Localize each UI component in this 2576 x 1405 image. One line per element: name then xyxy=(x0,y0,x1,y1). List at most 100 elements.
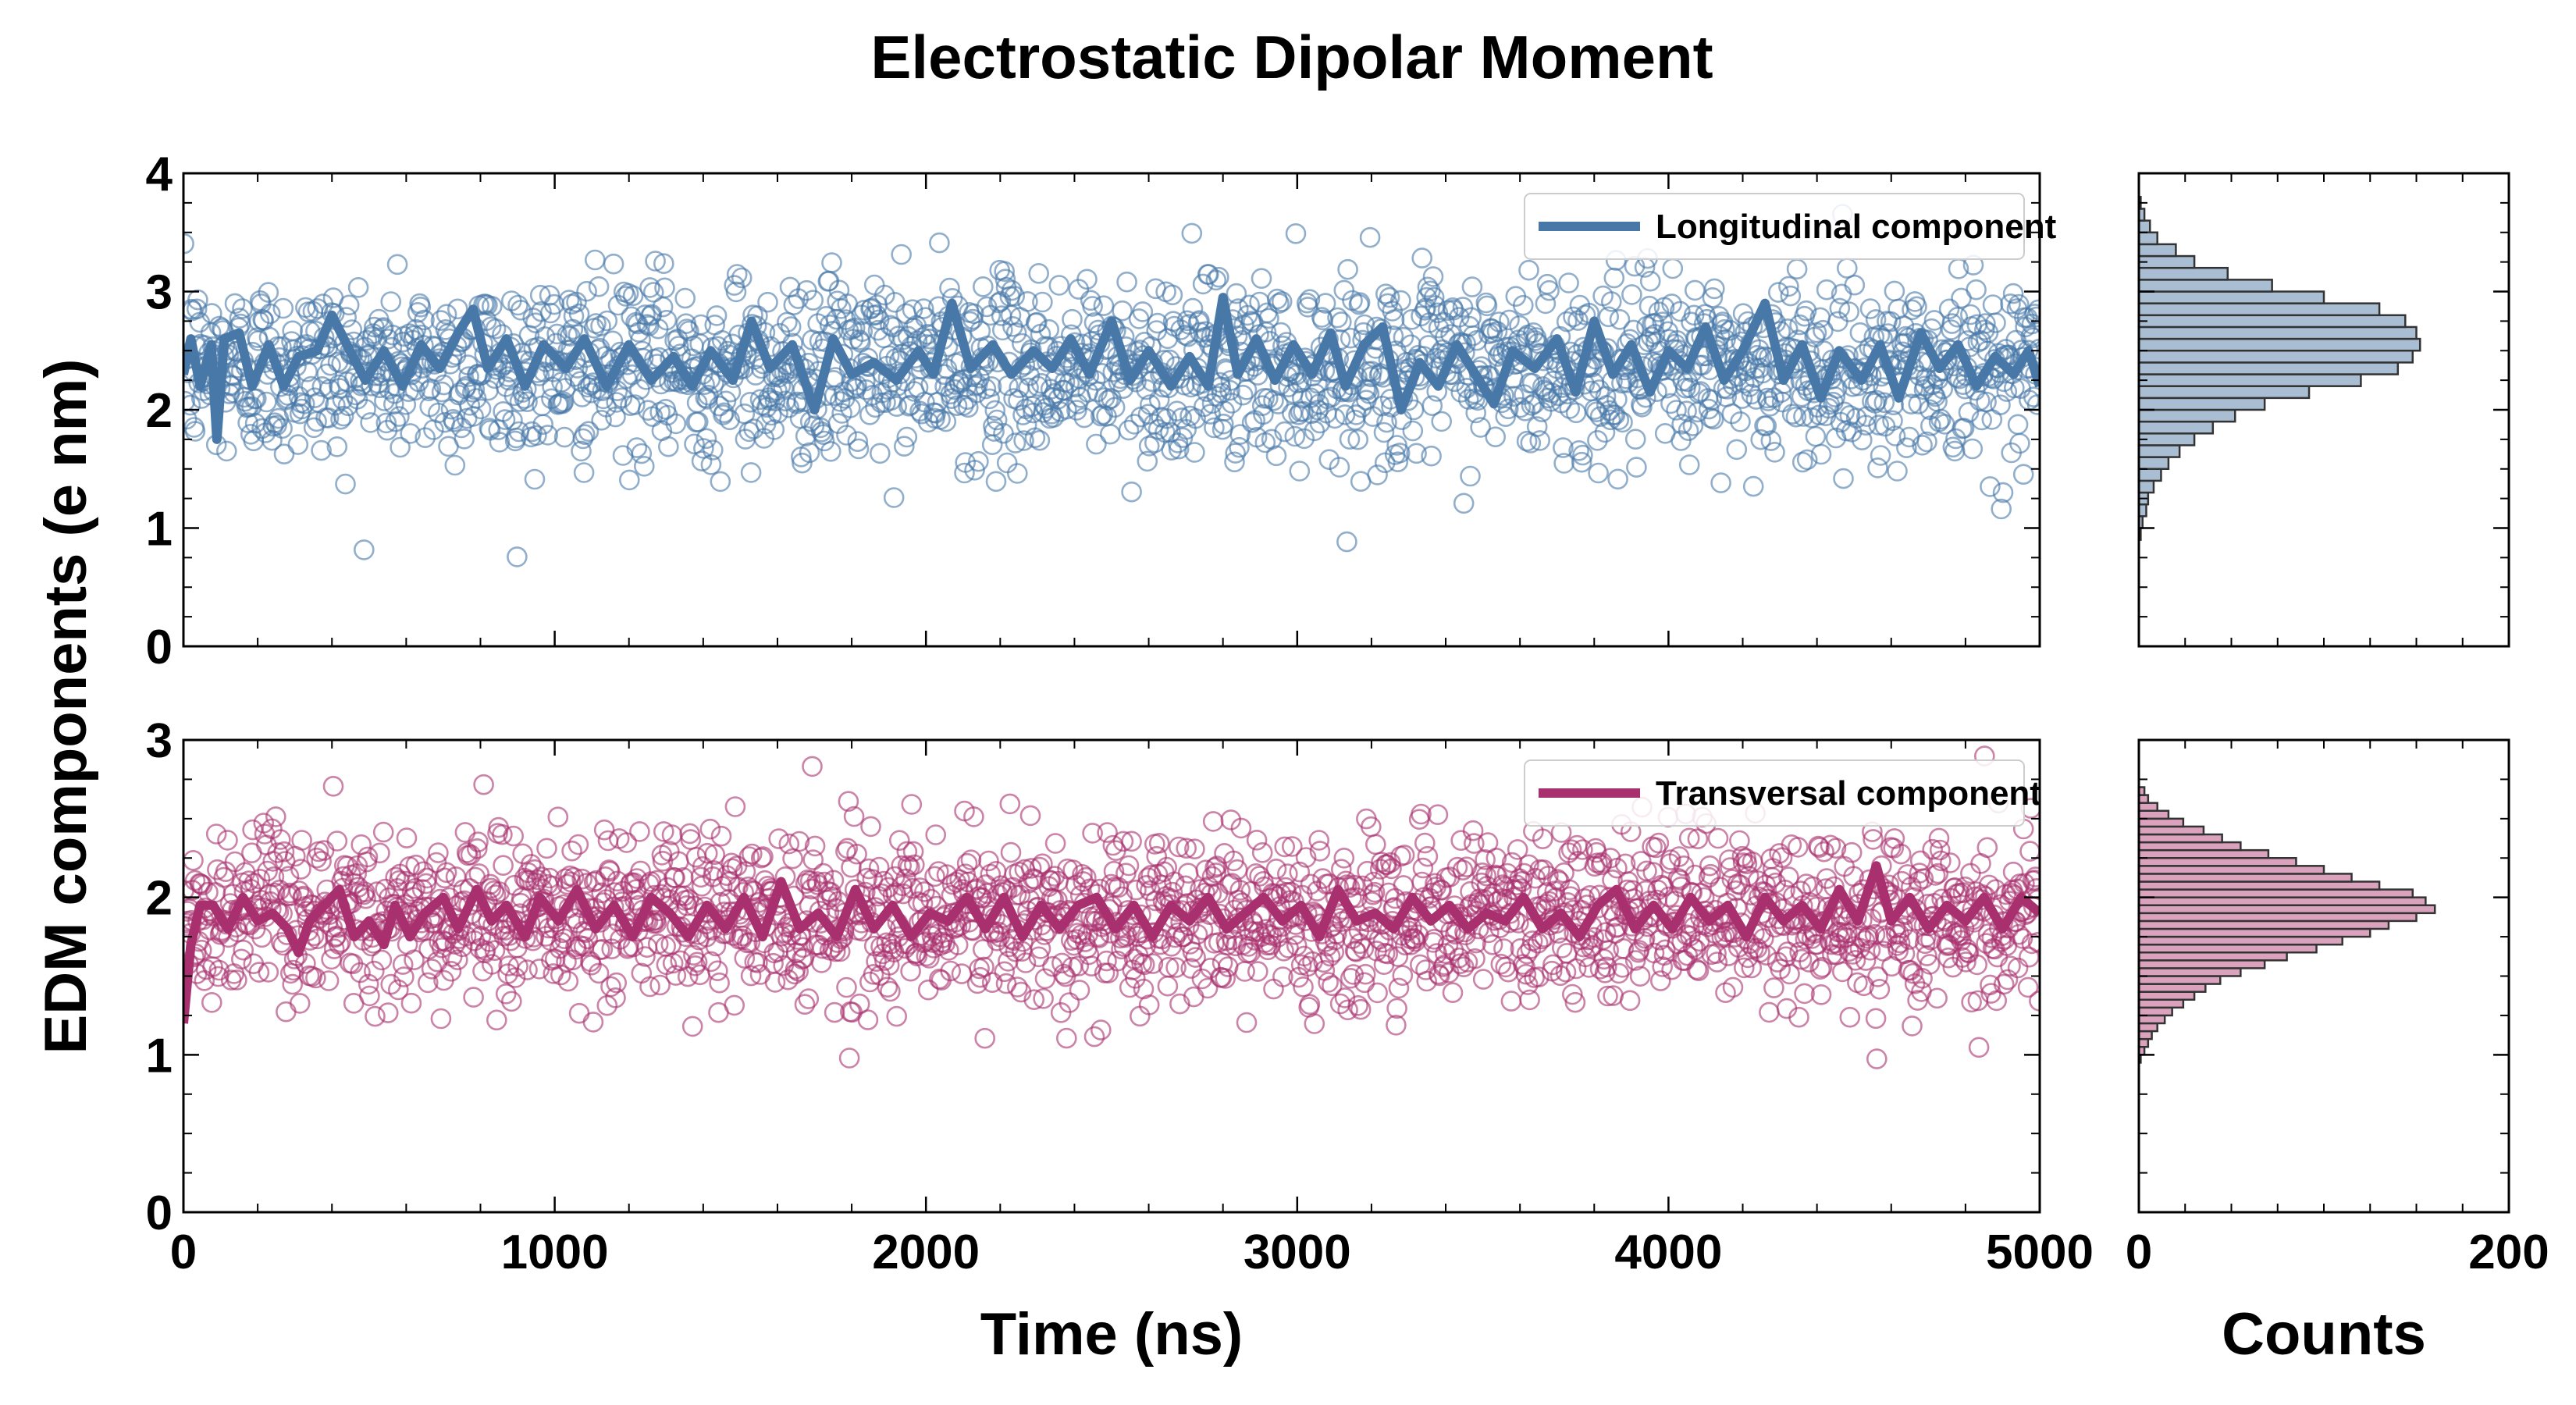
longitudinal-scatter-point xyxy=(1626,457,1647,478)
transversal-scatter-point xyxy=(404,949,425,970)
longitudinal-scatter-point xyxy=(725,281,747,303)
longitudinal-scatter-point xyxy=(653,253,674,275)
longitudinal-scatter-point xyxy=(657,436,679,457)
longitudinal-scatter-point xyxy=(470,398,492,420)
transversal-scatter-point xyxy=(1354,972,1375,994)
longitudinal-scatter-point xyxy=(740,462,762,483)
transversal-scatter-point xyxy=(1304,1013,1325,1034)
transversal-scatter-point xyxy=(1517,974,1539,995)
transversal-scatter-point xyxy=(1997,969,2019,991)
longitudinal-scatter-point xyxy=(1870,445,1891,466)
longitudinal-scatter-point xyxy=(624,394,646,415)
transversal-scatter-point xyxy=(735,861,756,882)
transversal-scatter-point xyxy=(1465,932,1486,954)
transversal-scatter-point xyxy=(778,833,800,855)
transversal-scatter-point xyxy=(1377,943,1398,965)
transversal-ytick-label: 2 xyxy=(146,872,173,926)
longitudinal-scatter-point xyxy=(1703,408,1724,430)
transversal-scatter-point xyxy=(1274,836,1295,858)
x-tick-label: 3000 xyxy=(1244,1225,1351,1279)
longitudinal-scatter-point xyxy=(1194,396,1215,418)
longitudinal-scatter-point xyxy=(813,430,835,452)
longitudinal-scatter-point xyxy=(1594,422,1616,443)
longitudinal-scatter-point xyxy=(299,321,321,342)
transversal-scatter-point xyxy=(1471,863,1493,884)
longitudinal-scatter-point xyxy=(1608,409,1630,431)
longitudinal-scatter-point xyxy=(618,469,640,491)
longitudinal-scatter-point xyxy=(1666,400,1687,421)
longitudinal-scatter-point xyxy=(395,393,417,415)
transversal-scatter-point xyxy=(1427,804,1449,825)
longitudinal-running-mean-line xyxy=(183,293,2040,444)
transversal-scatter-point xyxy=(886,1005,907,1027)
transversal-scatter-point xyxy=(576,873,597,894)
transversal-histogram-bar xyxy=(2137,927,2371,938)
longitudinal-scatter-point xyxy=(1336,531,1357,553)
longitudinal-scatter-point xyxy=(605,406,626,428)
longitudinal-scatter-point xyxy=(1833,468,1854,489)
transversal-scatter-point xyxy=(1811,956,1833,978)
longitudinal-scatter-point xyxy=(1553,437,1574,458)
transversal-legend: Transversal component xyxy=(1524,759,2041,827)
transversal-scatter-point xyxy=(305,967,326,989)
longitudinal-scatter-point xyxy=(1974,319,1995,341)
transversal-scatter-point xyxy=(824,1001,845,1023)
longitudinal-scatter-point xyxy=(1730,411,1751,432)
longitudinal-histogram-bar xyxy=(2137,279,2273,293)
longitudinal-scatter-point xyxy=(1181,222,1203,244)
longitudinal-scatter-point xyxy=(1571,451,1592,473)
longitudinal-scatter-point xyxy=(780,316,802,337)
transversal-scatter-point xyxy=(1528,933,1549,954)
longitudinal-scatter-point xyxy=(1288,404,1309,425)
transversal-scatter-point xyxy=(1157,975,1179,997)
transversal-scatter-point xyxy=(249,869,271,890)
transversal-scatter-point xyxy=(1613,938,1634,959)
longitudinal-scatter-point xyxy=(848,438,870,460)
transversal-scatter-point xyxy=(357,846,379,868)
longitudinal-histogram-bar xyxy=(2137,385,2311,400)
transversal-scatter-point xyxy=(582,1012,604,1033)
transversal-scatter-point xyxy=(405,854,427,876)
transversal-scatter-point xyxy=(699,818,721,840)
transversal-scatter-point xyxy=(849,993,870,1015)
transversal-scatter-point xyxy=(1490,953,1512,975)
longitudinal-scatter-point xyxy=(1604,404,1626,425)
longitudinal-scatter-point xyxy=(1624,429,1646,450)
transversal-scatter-point xyxy=(895,937,916,959)
longitudinal-scatter-point xyxy=(347,276,369,298)
transversal-scatter-point xyxy=(1091,1019,1112,1040)
longitudinal-scatter-point xyxy=(1513,294,1534,316)
longitudinal-scatter-point xyxy=(626,437,648,458)
transversal-scatter-point xyxy=(385,866,407,888)
longitudinal-scatter-point xyxy=(1503,386,1525,407)
longitudinal-histogram-bar xyxy=(2137,337,2421,352)
transversal-histogram-bar xyxy=(2137,848,2270,859)
transversal-scatter-point xyxy=(973,939,994,960)
longitudinal-ytick-label: 2 xyxy=(146,384,173,438)
longitudinal-scatter-point xyxy=(612,445,634,466)
longitudinal-scatter-point xyxy=(1460,465,1481,487)
transversal-scatter-point xyxy=(705,935,727,957)
longitudinal-scatter-point xyxy=(311,439,332,461)
longitudinal-scatter-point xyxy=(1038,318,1059,340)
longitudinal-scatter-point xyxy=(690,314,712,336)
transversal-scatter-point xyxy=(1064,918,1086,940)
longitudinal-scatter-point xyxy=(1156,407,1177,429)
longitudinal-scatter-point xyxy=(581,382,602,404)
transversal-scatter-point xyxy=(1825,838,1847,859)
transversal-ytick-label: 1 xyxy=(146,1029,173,1083)
longitudinal-scatter-point xyxy=(1024,427,1046,449)
longitudinal-scatter-point xyxy=(757,291,778,313)
longitudinal-scatter-point xyxy=(1093,295,1115,317)
transversal-scatter-point xyxy=(1030,938,1051,959)
transversal-scatter-point xyxy=(1985,879,2006,900)
longitudinal-scatter-point xyxy=(713,402,735,424)
longitudinal-scatter-point xyxy=(578,421,600,443)
transversal-scatter-point xyxy=(207,859,228,880)
transversal-histogram-bar xyxy=(2137,809,2170,820)
transversal-scatter-point xyxy=(358,973,379,995)
transversal-histogram: 0 200 xyxy=(2126,738,2549,1279)
transversal-scatter-point xyxy=(1044,833,1066,854)
transversal-scatter-point xyxy=(1216,934,1238,956)
longitudinal-scatter-point xyxy=(1540,390,1562,412)
